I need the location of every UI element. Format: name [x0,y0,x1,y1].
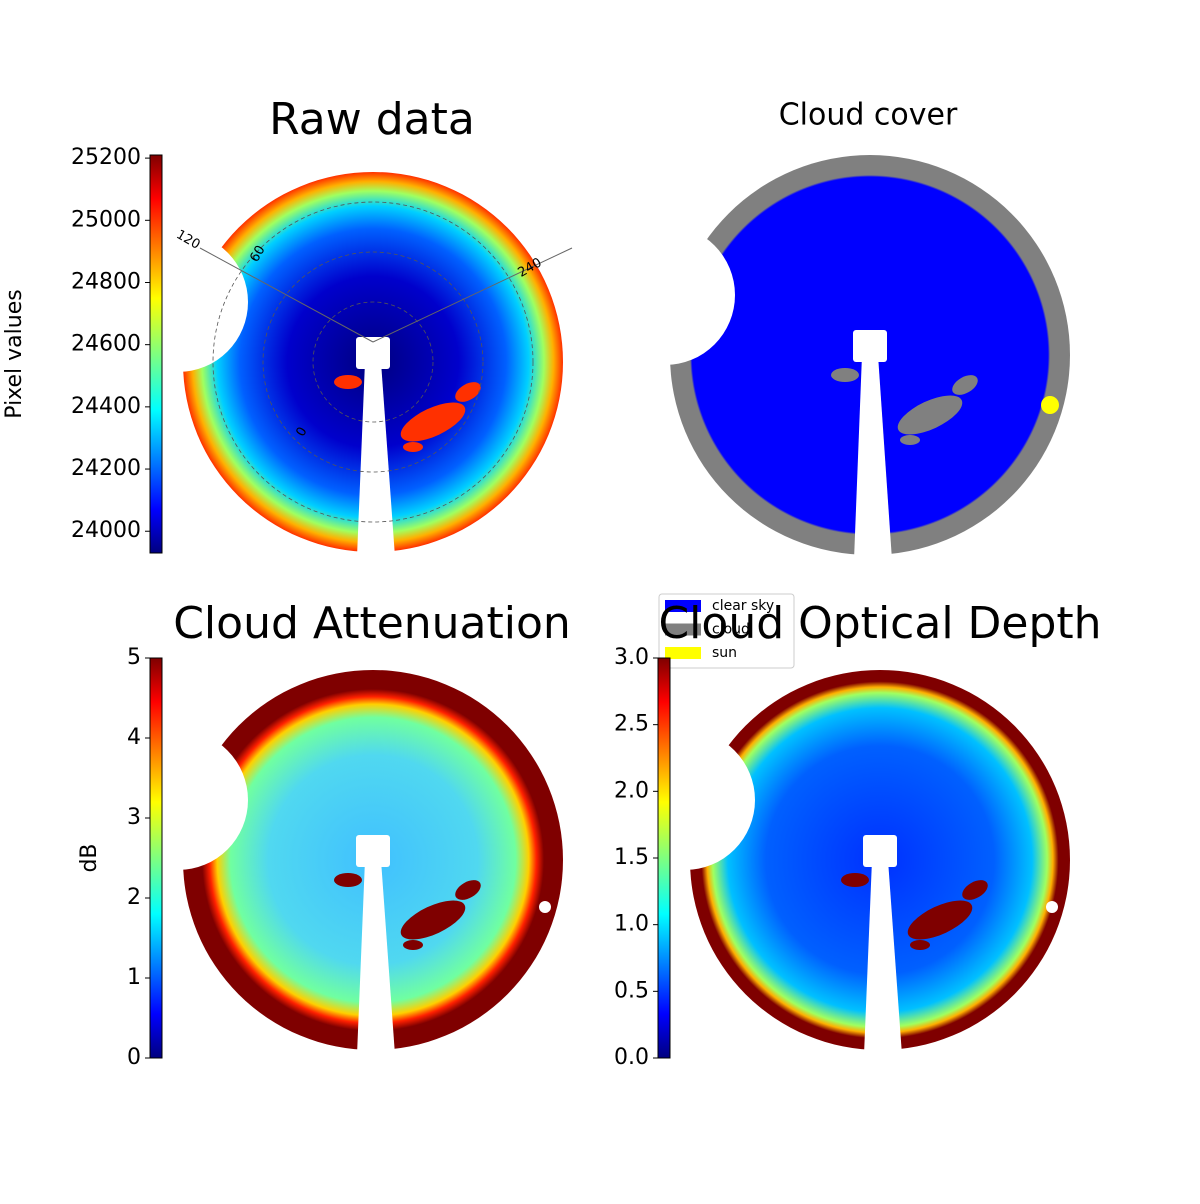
colorbar-tick-label: 1.0 [614,912,649,937]
panel-title: Raw data [269,94,475,145]
colorbar-tick-label: 24800 [71,269,141,294]
cloud-patch [455,880,481,900]
cloud-patch [400,402,466,442]
panel-title: Cloud Optical Depth [658,598,1101,649]
cloud-patch [952,375,978,395]
cloud-patch [334,375,362,389]
cloud-patch [334,873,362,887]
cloud-patch [831,368,859,382]
colorbar-tick-label: 24400 [71,394,141,419]
cloud-patch [910,940,930,950]
cloud-patch [962,880,988,900]
colorbar-tick-label: 25000 [71,207,141,232]
mast-shadow [357,362,395,557]
cloud-patch [907,900,973,940]
cloud-patch [900,435,920,445]
cloud-patch [841,873,869,887]
colorbar-tick-label: 5 [127,645,141,670]
sky-image [615,670,1070,1055]
legend-label: cloud [712,622,750,638]
elevation-ring [212,201,534,523]
colorbar-tick-label: 24600 [71,332,141,357]
colorbar [657,657,671,1059]
legend-swatch [665,623,701,636]
colorbar-tick-label: 0.0 [614,1045,649,1070]
colorbar-tick-label: 2.0 [614,778,649,803]
colorbar-tick-label: 1.5 [614,845,649,870]
cloud-patch [455,382,481,402]
colorbar-tick-label: 24000 [71,518,141,543]
colorbar-tick-label: 0 [127,1045,141,1070]
elevation-ring [312,301,434,423]
mast-box [863,835,897,867]
elevation-ring [262,251,484,473]
sky-image [108,670,563,1055]
colorbar-label: Pixel values [2,289,27,418]
azimuth-label: 60 [247,243,268,265]
sky-image [595,155,1070,560]
mast-shadow [854,355,892,560]
cloud-patch [403,442,423,452]
colorbar-tick-label: 2 [127,885,141,910]
colorbar-tick-label: 4 [127,725,141,750]
legend-swatch [665,647,701,659]
colorbar-tick-label: 0.5 [614,978,649,1003]
colorbar-label: dB [77,843,102,872]
cloud-patch [403,940,423,950]
azimuth-line [199,247,374,343]
colorbar-tick-label: 25200 [71,145,141,170]
cloud-patch [400,900,466,940]
colorbar-tick-label: 2.5 [614,712,649,737]
legend-label: clear sky [712,598,774,614]
mast-box [356,835,390,867]
colorbar-tick-label: 3.0 [614,645,649,670]
cloud-patch [897,395,963,435]
horizon-notch [595,225,735,365]
horizon-notch [108,232,248,372]
colorbar [149,657,163,1059]
sky-image [108,172,563,557]
sun-mask [539,901,551,913]
legend-swatch [665,600,701,612]
mast-box [853,330,887,362]
colorbar [149,154,163,554]
panel-title: Cloud Attenuation [173,598,571,649]
azimuth-line [372,247,573,343]
mast-shadow [864,860,902,1055]
colorbar-tick-label: 24200 [71,456,141,481]
mast-shadow [357,860,395,1055]
legend-label: sun [712,645,737,661]
mast-box [356,337,390,369]
sun-marker [1041,396,1059,414]
colorbar-tick-label: 3 [127,805,141,830]
horizon-notch [108,730,248,870]
sun-mask [1046,901,1058,913]
panel-title: Cloud cover [779,98,958,133]
horizon-notch [615,730,755,870]
colorbar-tick-label: 1 [127,965,141,990]
